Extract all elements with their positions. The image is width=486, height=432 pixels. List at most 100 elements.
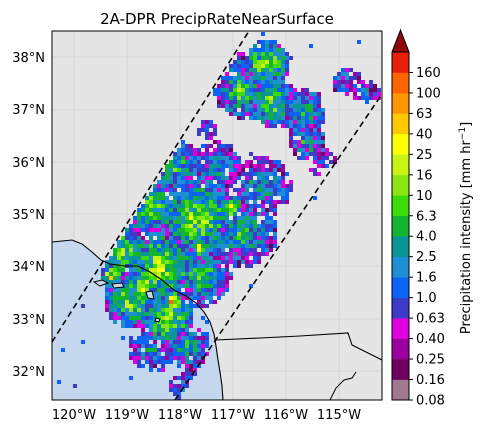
precip-pixel <box>129 256 133 260</box>
precip-pixel <box>257 252 261 256</box>
precip-pixel <box>177 164 181 168</box>
precip-pixel <box>229 220 233 224</box>
precip-pixel <box>241 80 245 84</box>
precip-pixel <box>317 100 321 104</box>
precip-pixel <box>185 348 189 352</box>
precip-pixel <box>309 124 313 128</box>
precip-pixel <box>265 116 269 120</box>
colorbar-tick-label: 0.08 <box>416 394 445 409</box>
lon-tick-label: 115°W <box>317 408 361 423</box>
colorbar-segment <box>392 338 409 360</box>
precip-pixel <box>277 116 281 120</box>
precip-pixel <box>249 152 253 156</box>
precip-pixel <box>165 180 169 184</box>
precip-pixel <box>297 96 301 100</box>
precip-pixel <box>353 88 357 92</box>
precip-pixel <box>125 292 129 296</box>
precip-pixel <box>217 232 221 236</box>
precip-pixel <box>241 168 245 172</box>
precip-pixel <box>273 76 277 80</box>
precip-pixel <box>193 368 197 372</box>
precip-pixel <box>181 296 185 300</box>
precip-pixel <box>237 240 241 244</box>
precip-pixel <box>205 200 209 204</box>
precip-pixel <box>269 240 273 244</box>
precip-pixel <box>165 196 169 200</box>
precip-pixel <box>309 144 313 148</box>
precip-pixel <box>205 120 209 124</box>
precip-pixel <box>237 92 241 96</box>
precip-pixel <box>269 228 273 232</box>
precip-pixel <box>205 180 209 184</box>
precip-pixel <box>309 100 313 104</box>
precip-pixel <box>133 356 137 360</box>
precip-pixel <box>153 288 157 292</box>
precip-pixel <box>289 100 293 104</box>
precip-pixel <box>237 188 241 192</box>
precip-pixel <box>261 80 265 84</box>
precip-pixel <box>313 168 317 172</box>
precip-pixel <box>153 324 157 328</box>
precip-pixel <box>157 300 161 304</box>
precip-pixel <box>217 156 221 160</box>
precip-pixel <box>129 252 133 256</box>
precip-pixel <box>109 256 113 260</box>
precip-pixel <box>237 224 241 228</box>
precip-pixel <box>245 260 249 264</box>
precip-pixel <box>357 40 361 44</box>
precip-pixel <box>161 360 165 364</box>
precip-pixel <box>141 308 145 312</box>
precip-pixel <box>293 152 297 156</box>
precip-pixel <box>229 80 233 84</box>
precip-pixel <box>169 184 173 188</box>
precip-pixel <box>193 340 197 344</box>
precip-pixel <box>285 196 289 200</box>
precip-pixel <box>357 88 361 92</box>
precip-pixel <box>265 188 269 192</box>
precip-pixel <box>289 140 293 144</box>
precip-pixel <box>261 52 265 56</box>
precip-pixel <box>109 288 113 292</box>
precip-pixel <box>145 276 149 280</box>
precip-pixel <box>189 284 193 288</box>
precip-pixel <box>269 124 273 128</box>
precip-pixel <box>173 220 177 224</box>
colorbar-tick-label: 100 <box>416 86 441 101</box>
precip-pixel <box>289 84 293 88</box>
precip-pixel <box>141 264 145 268</box>
precip-pixel <box>265 68 269 72</box>
colorbar-segment <box>392 277 409 298</box>
precip-pixel <box>257 224 261 228</box>
precip-pixel <box>253 192 257 196</box>
precip-pixel <box>229 88 233 92</box>
precip-pixel <box>173 348 177 352</box>
precip-pixel <box>193 148 197 152</box>
precip-pixel <box>205 256 209 260</box>
precip-pixel <box>145 244 149 248</box>
precip-pixel <box>189 256 193 260</box>
precip-pixel <box>269 68 273 72</box>
precip-pixel <box>193 284 197 288</box>
precip-pixel <box>181 224 185 228</box>
precip-pixel <box>125 280 129 284</box>
precip-pixel <box>177 244 181 248</box>
precip-pixel <box>213 124 217 128</box>
precip-pixel <box>181 348 185 352</box>
precip-pixel <box>261 204 265 208</box>
precip-pixel <box>185 360 189 364</box>
precip-pixel <box>253 260 257 264</box>
precip-pixel <box>145 228 149 232</box>
precip-pixel <box>121 272 125 276</box>
precip-pixel <box>153 260 157 264</box>
precip-pixel <box>241 208 245 212</box>
precip-pixel <box>145 284 149 288</box>
precip-pixel <box>169 244 173 248</box>
precip-pixel <box>141 268 145 272</box>
precip-pixel <box>181 256 185 260</box>
precip-pixel <box>165 276 169 280</box>
precip-pixel <box>157 184 161 188</box>
precip-pixel <box>121 312 125 316</box>
precip-pixel <box>121 288 125 292</box>
precip-pixel <box>297 124 301 128</box>
precip-pixel <box>197 264 201 268</box>
